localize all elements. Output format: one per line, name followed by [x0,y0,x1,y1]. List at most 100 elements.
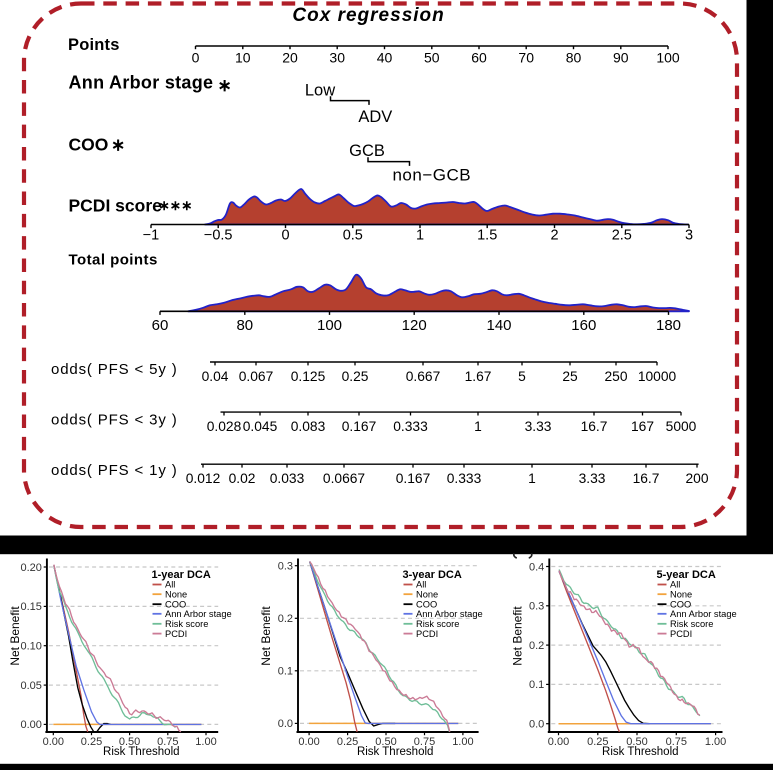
svg-text:1.00: 1.00 [705,736,726,748]
svg-text:0.3: 0.3 [529,601,544,613]
svg-text:0.045: 0.045 [243,419,278,434]
svg-text:1.67: 1.67 [465,369,492,384]
svg-text:None: None [416,589,438,599]
svg-text:200: 200 [685,471,708,486]
svg-text:100: 100 [317,317,342,334]
svg-text:All: All [416,580,426,590]
svg-text:None: None [670,589,692,599]
svg-text:PCDI: PCDI [416,629,438,639]
svg-text:1.5: 1.5 [477,228,497,244]
svg-text:0.00: 0.00 [298,736,319,748]
svg-text:Risk Threshold: Risk Threshold [357,746,434,758]
svg-text:16.7: 16.7 [633,471,660,486]
svg-text:−0.5: −0.5 [204,228,233,244]
svg-text:Risk score: Risk score [416,619,459,629]
svg-text:Cox regression: Cox regression [292,5,444,26]
svg-text:0.067: 0.067 [239,369,274,384]
svg-text:60: 60 [152,317,169,334]
svg-text:60: 60 [471,50,487,66]
svg-text:PCDI score: PCDI score [69,196,163,216]
svg-text:Ann Arbor stage: Ann Arbor stage [670,609,737,619]
svg-text:0.333: 0.333 [393,419,428,434]
svg-text:1.00: 1.00 [195,736,216,748]
svg-text:0.167: 0.167 [342,419,377,434]
svg-text:100: 100 [656,50,680,66]
svg-text:5000: 5000 [666,419,697,434]
svg-text:Risk Threshold: Risk Threshold [103,746,180,758]
svg-text:40: 40 [377,50,393,66]
svg-text:0.25: 0.25 [587,736,608,748]
svg-text:PCDI: PCDI [670,629,692,639]
svg-text:140: 140 [486,317,511,334]
svg-text:167: 167 [631,419,654,434]
svg-text:0.1: 0.1 [529,679,544,691]
svg-text:0.75: 0.75 [157,736,178,748]
svg-text:0.2: 0.2 [278,613,293,625]
svg-text:20: 20 [282,50,298,66]
svg-text:0.083: 0.083 [291,419,326,434]
svg-text:5-year DCA: 5-year DCA [657,569,716,581]
svg-text:0.04: 0.04 [202,369,229,384]
svg-text:1-year DCA: 1-year DCA [152,569,211,581]
svg-text:∗: ∗ [111,136,125,155]
svg-text:COO: COO [69,134,109,154]
svg-text:∗: ∗ [218,76,232,95]
svg-text:0: 0 [192,50,200,66]
svg-text:Total points: Total points [69,252,158,269]
svg-text:COO: COO [165,599,186,609]
svg-text:180: 180 [656,317,681,334]
svg-text:1: 1 [416,228,424,244]
svg-text:Points: Points [68,36,120,54]
svg-text:0.012: 0.012 [186,471,221,486]
svg-text:0.75: 0.75 [414,736,435,748]
svg-text:Risk score: Risk score [670,619,713,629]
svg-text:10: 10 [235,50,251,66]
svg-text:0.00: 0.00 [548,736,569,748]
svg-text:0.4: 0.4 [529,561,544,573]
svg-text:0.1: 0.1 [278,666,293,678]
svg-text:COO: COO [670,599,691,609]
svg-text:0.25: 0.25 [337,736,358,748]
svg-text:30: 30 [329,50,345,66]
svg-text:80: 80 [566,50,582,66]
svg-text:16.7: 16.7 [581,419,608,434]
svg-text:3.33: 3.33 [579,471,606,486]
svg-text:Ann Arbor stage: Ann Arbor stage [69,73,214,93]
svg-text:0.02: 0.02 [229,471,256,486]
svg-text:odds( PFS < 1y ): odds( PFS < 1y ) [51,462,178,479]
svg-text:250: 250 [604,369,627,384]
svg-text:0.00: 0.00 [20,719,41,731]
svg-text:Risk Threshold: Risk Threshold [602,746,679,758]
svg-text:Net Benefit: Net Benefit [510,606,524,666]
svg-text:All: All [165,580,175,590]
svg-text:0.15: 0.15 [20,601,41,613]
svg-text:0.125: 0.125 [291,369,326,384]
svg-text:0.25: 0.25 [342,369,369,384]
svg-text:0.10: 0.10 [20,641,41,653]
svg-text:3: 3 [685,228,693,244]
svg-text:0.0: 0.0 [529,719,544,731]
svg-text:0.50: 0.50 [119,736,140,748]
svg-text:All: All [670,580,680,590]
svg-text:1: 1 [528,471,536,486]
svg-text:0.75: 0.75 [666,736,687,748]
svg-text:Net Benefit: Net Benefit [8,606,22,666]
svg-text:10000: 10000 [638,369,677,384]
svg-text:COO: COO [416,599,437,609]
svg-text:5: 5 [518,369,526,384]
svg-text:0.033: 0.033 [270,471,305,486]
svg-text:0.20: 0.20 [20,562,41,574]
svg-text:Risk score: Risk score [165,619,208,629]
svg-text:50: 50 [424,50,440,66]
svg-text:160: 160 [571,317,596,334]
svg-text:0.333: 0.333 [447,471,482,486]
svg-text:3.33: 3.33 [525,419,552,434]
svg-text:0.3: 0.3 [278,561,293,573]
svg-text:120: 120 [402,317,427,334]
svg-text:non−GCB: non−GCB [392,166,471,185]
svg-text:0.25: 0.25 [81,736,102,748]
svg-text:0.5: 0.5 [343,228,363,244]
svg-text:None: None [165,589,187,599]
svg-text:1.00: 1.00 [452,736,473,748]
svg-text:0.2: 0.2 [529,640,544,652]
